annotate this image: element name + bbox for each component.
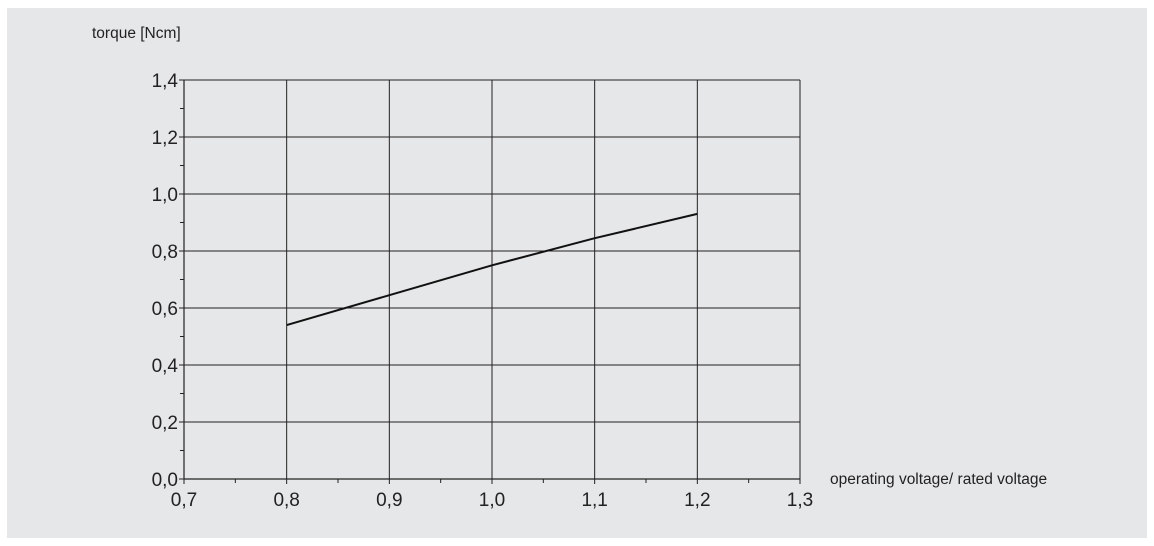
x-tick-label: 0,9 [376,490,402,511]
grid-layer [184,79,801,479]
y-tick-label: 0,2 [152,413,178,434]
x-tick-label: 1,0 [479,490,505,511]
y-tick-label: 0,0 [152,470,178,491]
y-tick-label: 0,4 [152,356,179,377]
y-tick-label: 0,8 [152,242,178,263]
x-tick-label: 1,2 [684,490,710,511]
x-tick-label: 1,1 [581,490,607,511]
axis-layer [179,79,801,484]
y-axis-title: torque [Ncm] [92,25,181,42]
y-tick-label: 1,2 [152,128,178,149]
y-tick-label: 1,4 [152,71,179,92]
series-line [286,212,698,327]
x-tick-label: 0,7 [171,490,197,511]
x-tick-label: 1,3 [787,490,813,511]
x-axis-title: operating voltage/ rated voltage [830,471,1047,488]
series-layer [286,212,698,327]
chart-panel [7,8,1147,538]
y-tick-label: 1,0 [152,185,178,206]
label-layer: 0,7 0,8 0,9 1,0 1,1 1,2 1,3 0,0 0,2 0,4 0,6 0,8 1,0 1… [152,71,814,511]
y-tick-label: 0,6 [152,299,178,320]
x-tick-label: 0,8 [273,490,299,511]
